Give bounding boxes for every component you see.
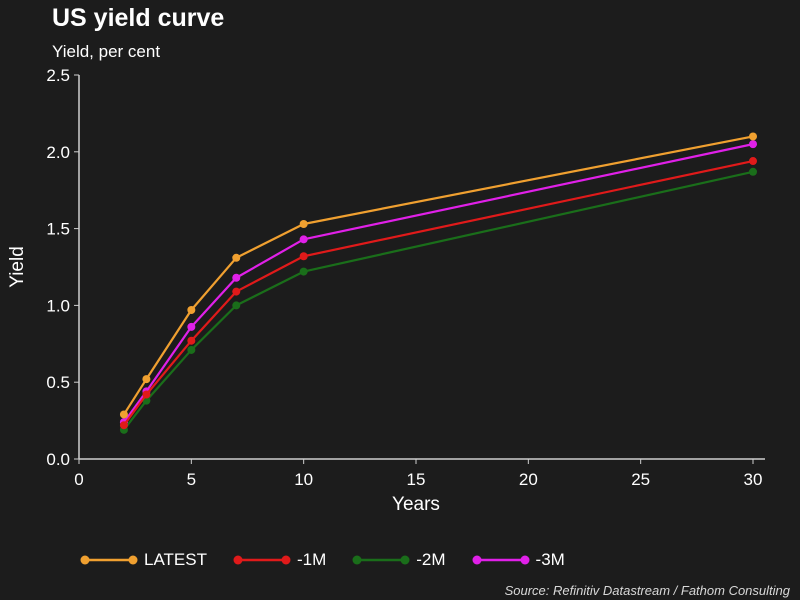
data-point	[232, 287, 241, 296]
data-point	[749, 140, 757, 149]
data-point	[299, 252, 308, 261]
data-point	[142, 390, 151, 399]
x-axis-label: Years	[392, 494, 440, 515]
x-tick-label: 30	[744, 470, 763, 489]
x-tick-label: 5	[187, 470, 196, 489]
data-point	[187, 345, 196, 354]
data-point	[749, 167, 757, 176]
legend-label: LATEST	[144, 550, 207, 569]
y-tick-label: 2.5	[46, 66, 70, 85]
data-point	[299, 235, 308, 244]
data-point	[749, 132, 757, 141]
data-point	[299, 267, 308, 276]
y-tick-label: 0.5	[46, 373, 70, 392]
legend-swatch	[80, 555, 138, 565]
data-point	[142, 375, 151, 384]
data-point	[232, 301, 241, 310]
x-tick-label: 25	[631, 470, 650, 489]
x-tick-label: 20	[519, 470, 538, 489]
legend-item: -1M	[233, 550, 326, 570]
legend-item: -3M	[472, 550, 565, 570]
legend-label: -2M	[416, 550, 446, 569]
legend-item: LATEST	[80, 550, 207, 570]
data-point	[187, 306, 196, 315]
legend-item: -2M	[352, 550, 446, 570]
data-point	[187, 336, 196, 345]
legend-swatch	[472, 555, 530, 565]
data-point	[299, 219, 308, 228]
y-tick-label: 1.5	[46, 220, 70, 239]
x-tick-label: 10	[294, 470, 313, 489]
legend-label: -1M	[296, 550, 327, 569]
y-tick-label: 2.0	[46, 143, 70, 162]
y-axis-label: Yield	[7, 246, 28, 288]
x-tick-label: 0	[74, 470, 83, 489]
y-tick-label: 0.0	[46, 450, 70, 469]
chart-title: US yield curve	[52, 4, 225, 32]
series-line-2m	[123, 170, 754, 431]
data-point	[119, 410, 128, 419]
y-tick-label: 1.0	[46, 296, 70, 315]
data-point	[232, 273, 241, 282]
source-note: Source: Refinitiv Datastream / Fathom Co…	[504, 583, 790, 598]
data-point	[749, 157, 757, 166]
chart-legend: LATEST -1M -2M -3M	[80, 550, 591, 570]
data-point	[232, 253, 241, 262]
data-point	[187, 322, 196, 331]
legend-swatch	[352, 555, 410, 565]
chart-subtitle: Yield, per cent	[52, 42, 161, 61]
data-point	[119, 421, 128, 430]
legend-swatch	[233, 555, 291, 565]
series-line-3m	[123, 143, 754, 423]
series-line-latest	[123, 135, 754, 416]
yield-curve-chart: 0.0 0.5 1.0 1.5 2.0 2.5 0 5 10 15 20 25 30 Years Yield	[7, 66, 765, 515]
x-tick-label: 15	[407, 470, 426, 489]
legend-label: -3M	[535, 550, 565, 569]
series-line-1m	[123, 159, 754, 426]
